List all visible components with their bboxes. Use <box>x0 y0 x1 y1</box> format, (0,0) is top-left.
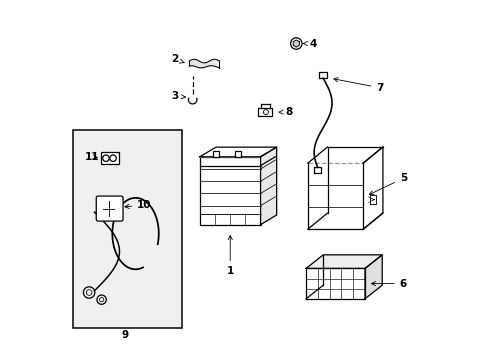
FancyBboxPatch shape <box>96 196 123 221</box>
Text: 3: 3 <box>171 91 185 101</box>
Text: 7: 7 <box>333 78 383 93</box>
Text: 1: 1 <box>226 235 233 276</box>
Text: 10: 10 <box>125 200 151 210</box>
Text: 8: 8 <box>279 107 292 117</box>
Polygon shape <box>200 147 276 157</box>
Bar <box>101 153 119 164</box>
Polygon shape <box>365 255 382 299</box>
Bar <box>318 72 326 78</box>
Bar <box>257 108 271 116</box>
Bar <box>200 157 260 225</box>
Bar <box>213 151 219 157</box>
Bar <box>314 167 321 173</box>
Polygon shape <box>260 147 276 225</box>
Text: 2: 2 <box>171 54 183 64</box>
Text: 9: 9 <box>121 330 128 341</box>
Text: 5: 5 <box>368 173 406 194</box>
Bar <box>73 130 182 328</box>
Text: 11: 11 <box>84 152 99 162</box>
Polygon shape <box>305 255 382 269</box>
Polygon shape <box>293 40 299 47</box>
Bar <box>235 151 241 157</box>
Text: 6: 6 <box>371 279 406 289</box>
Text: 4: 4 <box>303 39 316 49</box>
